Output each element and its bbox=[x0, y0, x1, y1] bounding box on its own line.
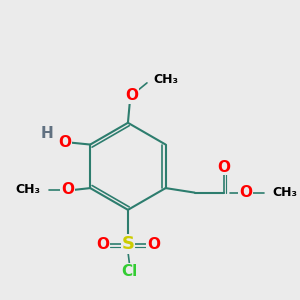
Text: O: O bbox=[61, 182, 74, 197]
Text: CH₃: CH₃ bbox=[15, 183, 41, 196]
Text: O: O bbox=[217, 160, 230, 175]
Text: Cl: Cl bbox=[122, 264, 138, 279]
Text: O: O bbox=[239, 185, 252, 200]
Text: O: O bbox=[96, 237, 109, 252]
Text: S: S bbox=[122, 235, 134, 253]
Text: O: O bbox=[125, 88, 138, 103]
Text: H: H bbox=[40, 126, 53, 141]
Text: O: O bbox=[58, 135, 71, 150]
Text: CH₃: CH₃ bbox=[273, 186, 298, 199]
Text: CH₃: CH₃ bbox=[153, 73, 178, 86]
Text: O: O bbox=[147, 237, 160, 252]
